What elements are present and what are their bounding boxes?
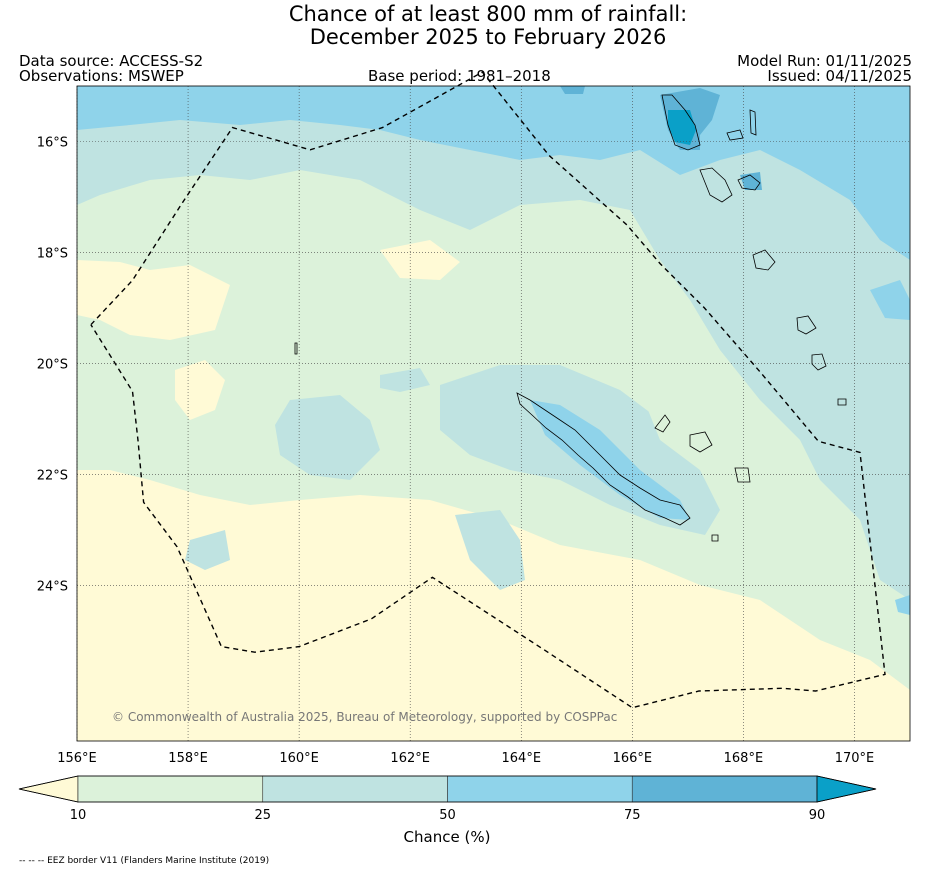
new-caledonia-coast xyxy=(516,392,691,526)
map-frame xyxy=(76,85,911,742)
band-50-75-west xyxy=(275,395,380,480)
colorbar-extend-low xyxy=(18,775,79,803)
longitude-tick-label: 168°E xyxy=(724,751,764,766)
chart-title-line-2: December 2025 to February 2026 xyxy=(309,25,667,49)
ambae xyxy=(726,129,744,141)
band-75-90-new-caledonia xyxy=(530,400,690,520)
hunter-island xyxy=(796,315,817,335)
latitude-tick-label: 24°S xyxy=(37,580,68,595)
band-75-90-patch xyxy=(870,280,910,320)
colorbar: 10 25 50 75 90 xyxy=(18,775,877,823)
colorbar-segment xyxy=(262,775,448,803)
latitude-tick-label: 18°S xyxy=(37,247,68,262)
tanna xyxy=(752,249,776,271)
chart-title-line-1: Chance of at least 800 mm of rainfall: xyxy=(288,2,688,26)
band-50-75-west xyxy=(380,368,430,392)
colorbar-segment xyxy=(77,775,264,803)
eez-footnote: -- -- -- EEZ border V11 (Flanders Marine… xyxy=(19,856,270,866)
longitude-tick-label: 156°E xyxy=(57,751,97,766)
efate xyxy=(737,174,761,191)
observations-label: Observations: MSWEP xyxy=(19,67,184,85)
eez-border xyxy=(90,71,886,709)
band-under-25-patch xyxy=(77,260,230,340)
pentecost xyxy=(749,109,757,136)
band-50-75-patch xyxy=(185,530,230,570)
latitude-tick-labels: 16°S 18°S 20°S 22°S 24°S xyxy=(37,136,68,595)
colorbar-tick-label: 75 xyxy=(624,808,641,823)
band-25-50-patch xyxy=(640,385,760,490)
colorbar-label: Chance (%) xyxy=(404,828,491,846)
loyalty-island-3 xyxy=(734,467,751,483)
data-source-label: Data source: ACCESS-S2 xyxy=(19,52,204,70)
longitude-tick-labels: 156°E 158°E 160°E 162°E 164°E 166°E 168°E 170°E xyxy=(57,751,874,766)
loyalty-island-1 xyxy=(654,414,671,433)
band-over-90-core xyxy=(668,110,696,145)
latitude-tick-label: 22°S xyxy=(37,469,68,484)
colorbar-outline xyxy=(18,775,877,803)
latitude-tick-label: 20°S xyxy=(37,358,68,373)
model-run-label: Model Run: 01/11/2025 xyxy=(737,52,912,70)
base-period-label: Base period: 1981–2018 xyxy=(368,67,551,85)
band-75-90-patch xyxy=(895,595,910,615)
band-50-75 xyxy=(77,86,910,600)
band-over-90 xyxy=(560,86,585,94)
issued-label: Issued: 04/11/2025 xyxy=(767,67,912,85)
band-under-25-patch xyxy=(380,240,460,280)
colorbar-segment xyxy=(631,775,818,803)
coastlines xyxy=(294,94,847,542)
longitude-tick-label: 158°E xyxy=(168,751,208,766)
walpole-island xyxy=(837,398,847,406)
colorbar-tick-label: 50 xyxy=(439,808,456,823)
matthew-island xyxy=(811,353,827,371)
band-under-25-patch xyxy=(175,360,225,420)
longitude-tick-label: 164°E xyxy=(502,751,542,766)
latitude-tick-label: 16°S xyxy=(37,136,68,151)
longitude-tick-label: 162°E xyxy=(390,751,430,766)
malekula xyxy=(699,167,733,203)
probability-field xyxy=(77,86,910,741)
colorbar-tick-label: 25 xyxy=(254,808,271,823)
colorbar-extend-high xyxy=(816,775,877,803)
band-50-75-patch xyxy=(455,510,525,590)
espiritu-santo xyxy=(661,94,701,151)
longitude-tick-label: 170°E xyxy=(835,751,875,766)
colorbar-tick-label: 10 xyxy=(70,808,87,823)
colorbar-segment xyxy=(447,775,633,803)
longitude-tick-label: 160°E xyxy=(279,751,319,766)
copyright-notice: © Commonwealth of Australia 2025, Bureau… xyxy=(112,710,617,724)
isle-of-pines xyxy=(711,534,719,542)
chesterfield-islet xyxy=(294,342,298,355)
loyalty-island-2 xyxy=(689,431,713,453)
colorbar-tick-label: 90 xyxy=(809,808,826,823)
longitude-tick-label: 166°E xyxy=(613,751,653,766)
